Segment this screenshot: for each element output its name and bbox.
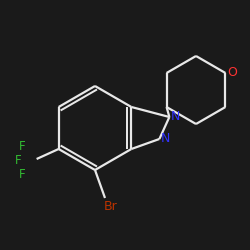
Text: F: F [19,140,26,153]
Text: N: N [171,110,180,124]
Text: Br: Br [104,200,118,212]
Text: F: F [15,154,22,168]
Text: O: O [228,66,237,80]
Text: F: F [19,168,26,181]
Text: N: N [161,132,170,145]
